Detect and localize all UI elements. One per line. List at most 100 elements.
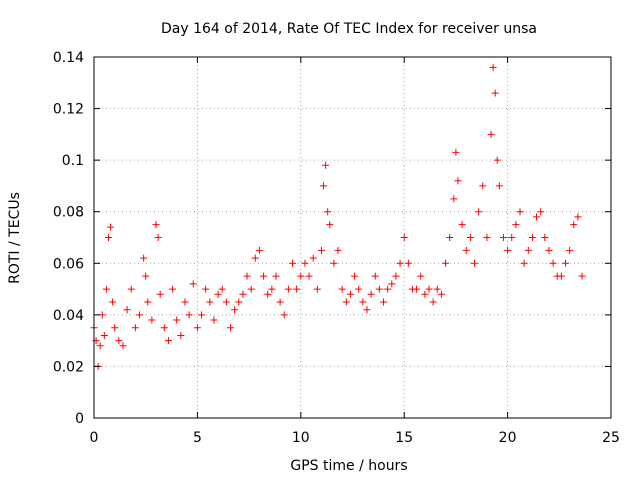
data-point xyxy=(371,272,379,280)
data-point xyxy=(549,259,557,267)
data-point xyxy=(202,285,210,293)
data-point xyxy=(181,298,189,306)
plot-frame xyxy=(93,56,612,419)
data-point xyxy=(164,337,172,345)
x-tick-label: 10 xyxy=(292,430,310,446)
data-point xyxy=(346,290,354,298)
data-point xyxy=(433,285,441,293)
data-point xyxy=(487,130,495,138)
data-point xyxy=(305,272,313,280)
data-point xyxy=(276,298,284,306)
data-point xyxy=(516,208,524,216)
data-point xyxy=(417,272,425,280)
data-point xyxy=(156,290,164,298)
data-point xyxy=(144,298,152,306)
data-point xyxy=(119,342,127,350)
data-point xyxy=(148,316,156,324)
data-point xyxy=(450,195,458,203)
data-point xyxy=(375,285,383,293)
data-point xyxy=(566,246,574,254)
data-point xyxy=(404,259,412,267)
data-point xyxy=(508,234,516,241)
x-axis-label: GPS time / hours xyxy=(290,458,407,474)
data-point xyxy=(235,298,243,306)
data-point xyxy=(160,324,168,332)
data-point xyxy=(458,221,466,229)
data-point xyxy=(557,272,565,280)
data-points xyxy=(90,63,586,370)
data-point xyxy=(421,290,429,298)
data-point xyxy=(384,285,392,293)
data-point xyxy=(189,280,197,288)
data-point xyxy=(104,234,112,241)
data-point xyxy=(359,298,367,306)
data-point xyxy=(206,298,214,306)
data-point xyxy=(140,254,148,262)
y-tick-label: 0.12 xyxy=(53,102,84,118)
data-point xyxy=(131,324,139,332)
data-point xyxy=(330,259,338,267)
data-point xyxy=(437,290,445,298)
data-point xyxy=(297,272,305,280)
data-point xyxy=(326,221,334,229)
data-point xyxy=(483,234,491,241)
x-tick-label: 20 xyxy=(499,430,517,446)
data-point xyxy=(251,254,259,262)
data-point xyxy=(512,221,520,229)
data-point xyxy=(107,223,115,231)
data-point xyxy=(396,259,404,267)
data-point xyxy=(528,234,536,241)
data-point xyxy=(309,254,317,262)
data-point xyxy=(367,290,375,298)
data-point xyxy=(284,285,292,293)
data-point xyxy=(185,311,193,319)
data-point xyxy=(231,306,239,314)
data-point xyxy=(109,298,117,306)
data-point xyxy=(520,259,528,267)
data-point xyxy=(247,285,255,293)
data-point xyxy=(541,234,549,241)
data-point xyxy=(102,285,110,293)
data-point xyxy=(255,246,263,254)
data-point xyxy=(413,285,421,293)
data-point xyxy=(111,324,119,332)
data-point xyxy=(429,298,437,306)
axis-ticks: 0 5 10 15 20 25 0 0.02 0.04 0.06 0.08 0.1 0.12 0.14 xyxy=(53,50,620,446)
data-point xyxy=(491,89,499,97)
data-point xyxy=(289,259,297,267)
data-point xyxy=(355,285,363,293)
data-point xyxy=(142,272,150,280)
data-point xyxy=(154,234,162,241)
data-point xyxy=(214,290,222,298)
data-point xyxy=(504,246,512,254)
data-point xyxy=(462,246,470,254)
data-point xyxy=(479,182,487,190)
data-point xyxy=(400,234,408,241)
data-point xyxy=(127,285,135,293)
data-point xyxy=(135,311,143,319)
data-point xyxy=(169,285,177,293)
y-tick-label: 0 xyxy=(75,411,84,427)
data-point xyxy=(334,246,342,254)
data-point xyxy=(320,182,328,190)
data-point xyxy=(570,221,578,229)
data-point xyxy=(495,182,503,190)
x-tick-label: 5 xyxy=(193,430,202,446)
data-point xyxy=(218,285,226,293)
y-tick-label: 0.14 xyxy=(53,50,84,66)
data-point xyxy=(471,259,479,267)
data-point xyxy=(293,285,301,293)
data-point xyxy=(499,234,507,241)
y-axis-label: ROTI / TECUs xyxy=(7,192,23,284)
data-point xyxy=(342,298,350,306)
data-point xyxy=(260,272,268,280)
data-point xyxy=(388,280,396,288)
data-point xyxy=(173,316,181,324)
data-point xyxy=(268,285,276,293)
data-point xyxy=(452,148,460,156)
data-point xyxy=(100,331,108,339)
data-point xyxy=(454,177,462,185)
data-point xyxy=(425,285,433,293)
data-point xyxy=(475,208,483,216)
